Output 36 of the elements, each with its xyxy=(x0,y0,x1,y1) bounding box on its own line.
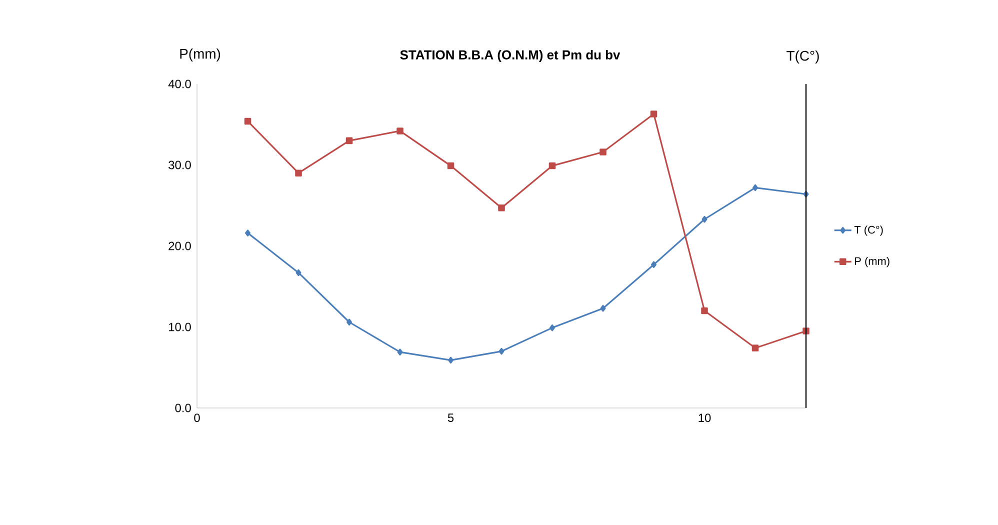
point xyxy=(498,348,504,355)
x-tick-label: 0 xyxy=(194,414,200,422)
point xyxy=(346,137,353,144)
point xyxy=(802,328,810,334)
point xyxy=(346,318,352,326)
point xyxy=(498,204,505,212)
point xyxy=(396,128,404,134)
point xyxy=(548,162,556,170)
y-tick-label: 0.0 xyxy=(175,404,191,412)
point xyxy=(600,304,606,312)
point xyxy=(752,344,759,352)
legend-label: P (mm) xyxy=(855,256,890,268)
point xyxy=(550,324,556,332)
y2-axis-title: T(C°) xyxy=(786,50,819,64)
point xyxy=(245,230,251,236)
point xyxy=(600,148,606,156)
point xyxy=(702,216,708,223)
x-tick-label: 10 xyxy=(698,414,711,422)
y-axis-title: P(mm) xyxy=(180,48,220,62)
y-tick-label: 40.0 xyxy=(168,80,191,88)
point xyxy=(701,307,708,314)
point xyxy=(448,356,454,364)
y-tick-label: 30.0 xyxy=(168,160,191,170)
point xyxy=(397,348,403,356)
point xyxy=(295,170,302,176)
point xyxy=(244,118,252,125)
y-tick-label: 10.0 xyxy=(169,322,191,332)
point xyxy=(296,269,302,276)
point xyxy=(752,184,758,192)
point xyxy=(650,110,658,118)
point xyxy=(651,261,657,268)
point xyxy=(447,162,454,170)
legend-label: T (C°) xyxy=(854,226,883,236)
x-tick-label: 5 xyxy=(448,414,454,422)
y-tick-label: 20.0 xyxy=(168,242,191,250)
chart-title: STATION B.B.A (O.N.M) et Pm du bv xyxy=(400,50,620,62)
